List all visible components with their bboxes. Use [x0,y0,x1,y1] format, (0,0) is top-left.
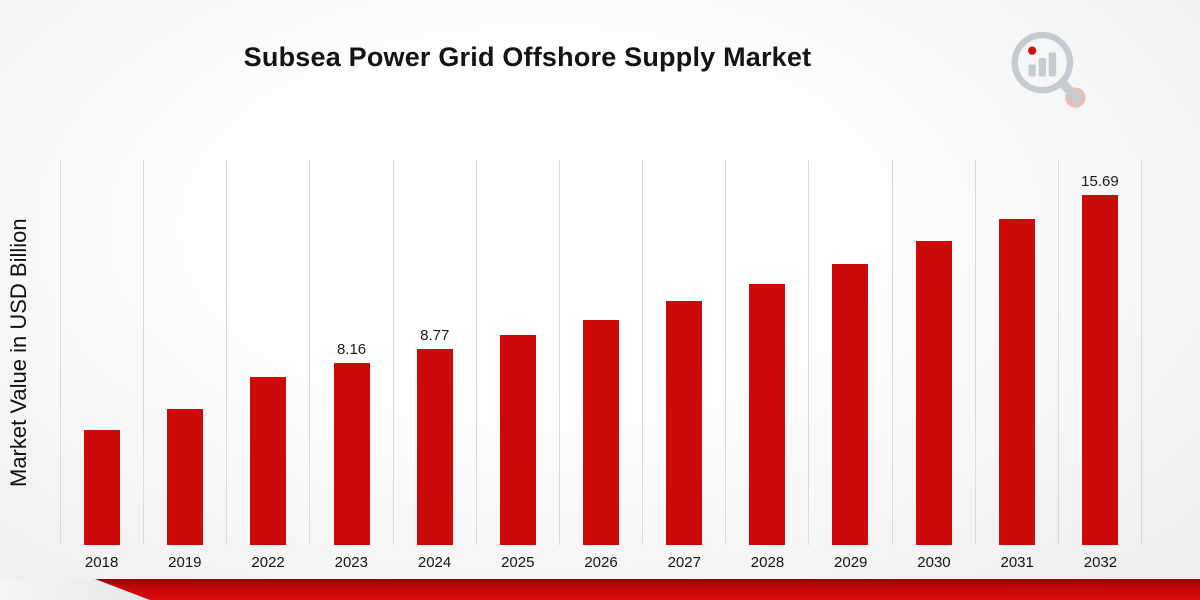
x-tick-label: 2028 [750,554,785,571]
x-tick-label: 2024 [417,554,452,571]
bar-2023: 8.16 [333,341,370,545]
bar-2018 [84,430,121,545]
bar-value-label: 8.77 [420,327,450,345]
x-tick-label: 2030 [917,554,951,571]
bar-2027 [666,300,703,545]
grid-column: 15.69 [1059,160,1143,545]
x-tick-label: 2023 [334,554,368,571]
grid-column [726,160,810,545]
bar-2030 [915,241,952,545]
bar-2028 [749,283,786,545]
x-tick-label: 2031 [1000,554,1034,571]
bar-2032: 15.69 [1081,173,1119,545]
bar-2031 [998,219,1035,545]
grid-column [643,160,727,545]
grid-column [893,160,976,545]
x-axis-labels: 2018 2019 2022 2023 2024 2025 2026 2027 2028 2029… [60,545,1142,571]
bar-2029 [832,263,869,545]
chart-title: Subsea Power Grid Offshore Supply Market [243,42,812,72]
bar-2025 [499,335,536,545]
grid-column [809,160,893,545]
bar-2026 [583,319,620,545]
bar-2022 [250,376,287,545]
grid-column: 8.16 [310,160,394,545]
footer-accent-band [0,579,1200,600]
grid-column [560,160,644,545]
x-tick-label: 2026 [584,554,618,571]
plot-area: 8.16 8.77 15.69 [60,160,1143,545]
grid-column [477,160,560,545]
bar-2019 [167,408,204,545]
x-tick-label: 2029 [834,554,868,571]
grid-column [144,160,228,545]
grid-column [976,160,1059,545]
y-axis-label: Market Value in USD Billion [6,218,31,487]
bar-2024: 8.77 [416,327,453,545]
bar-value-label: 8.16 [336,340,367,358]
x-tick-label: 2032 [1083,554,1118,571]
x-tick-label: 2027 [667,554,701,571]
grid-column [61,160,145,545]
x-tick-label: 2019 [168,554,202,571]
bar-value-label: 15.69 [1081,172,1119,190]
market-research-future-logo [1000,24,1092,116]
bar-chart-magnifier-icon [1011,31,1086,108]
x-tick-label: 2022 [251,554,285,571]
x-tick-label: 2018 [84,554,119,571]
grid-column: 8.77 [394,160,477,545]
bar-chart: 8.16 8.77 15.69 2018 2019 2022 2023 2024 2025 20… [60,160,1143,571]
grid-column [227,160,311,545]
x-tick-label: 2025 [501,554,535,571]
